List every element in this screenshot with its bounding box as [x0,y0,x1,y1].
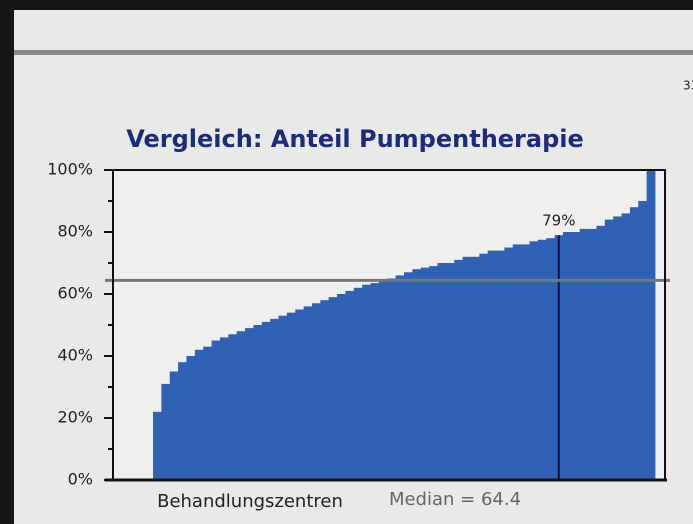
bar [429,266,438,480]
bar [529,241,539,480]
bar [479,253,489,480]
bar [504,247,514,480]
bar [487,250,497,480]
bar [295,309,304,480]
bar [537,239,547,480]
bar [512,244,522,480]
bar [588,228,597,480]
bar [579,228,589,480]
bar [378,280,388,480]
bar [186,356,196,480]
y-tick-label: 80% [57,222,93,241]
bar [353,287,363,480]
bar [303,306,313,480]
bar [245,328,254,480]
y-tick-label: 100% [47,160,93,179]
bar [270,318,279,480]
bar [337,294,346,480]
bar [445,263,455,480]
bar [320,300,330,480]
bar [278,315,288,480]
bar [387,278,397,480]
chart-title: Vergleich: Anteil Pumpentherapie [126,125,584,153]
bar [261,321,271,480]
bar [228,334,238,480]
bar [362,284,371,480]
bar [496,250,505,480]
bar [521,244,530,480]
median-label: Median = 64.4 [389,489,521,510]
bar [219,337,229,480]
bar [546,238,555,480]
x-axis-label: Behandlungszentren [157,491,343,512]
bar [646,170,656,480]
bar [203,346,212,480]
highlight-label: 79% [542,212,575,230]
bar [311,303,321,480]
bar [412,269,422,480]
bar [604,219,614,480]
y-tick-label: 40% [57,346,93,365]
bar [236,331,246,480]
y-tick-label: 0% [68,470,93,489]
bar [395,275,405,480]
bar [629,207,639,480]
header-rule [14,50,693,55]
bar [286,312,296,480]
bar [437,263,447,480]
bar [571,232,581,480]
bar [328,297,338,480]
bar [562,232,572,480]
bar [194,349,204,480]
bar [638,201,648,480]
bar [161,383,171,480]
bar [596,225,606,480]
bar [169,371,179,480]
page-number: 33 [683,79,693,93]
bar [454,259,463,480]
bar [404,272,413,480]
bar [420,267,430,480]
bar [621,213,631,480]
y-tick-label: 60% [57,284,93,303]
bar [153,411,162,480]
bar [462,256,472,480]
bar [211,340,221,480]
bar [470,256,480,480]
y-tick-label: 20% [57,408,93,427]
bar [613,216,622,480]
bar [345,290,355,480]
bar [370,283,380,480]
bar [178,362,187,480]
bar [253,325,263,480]
